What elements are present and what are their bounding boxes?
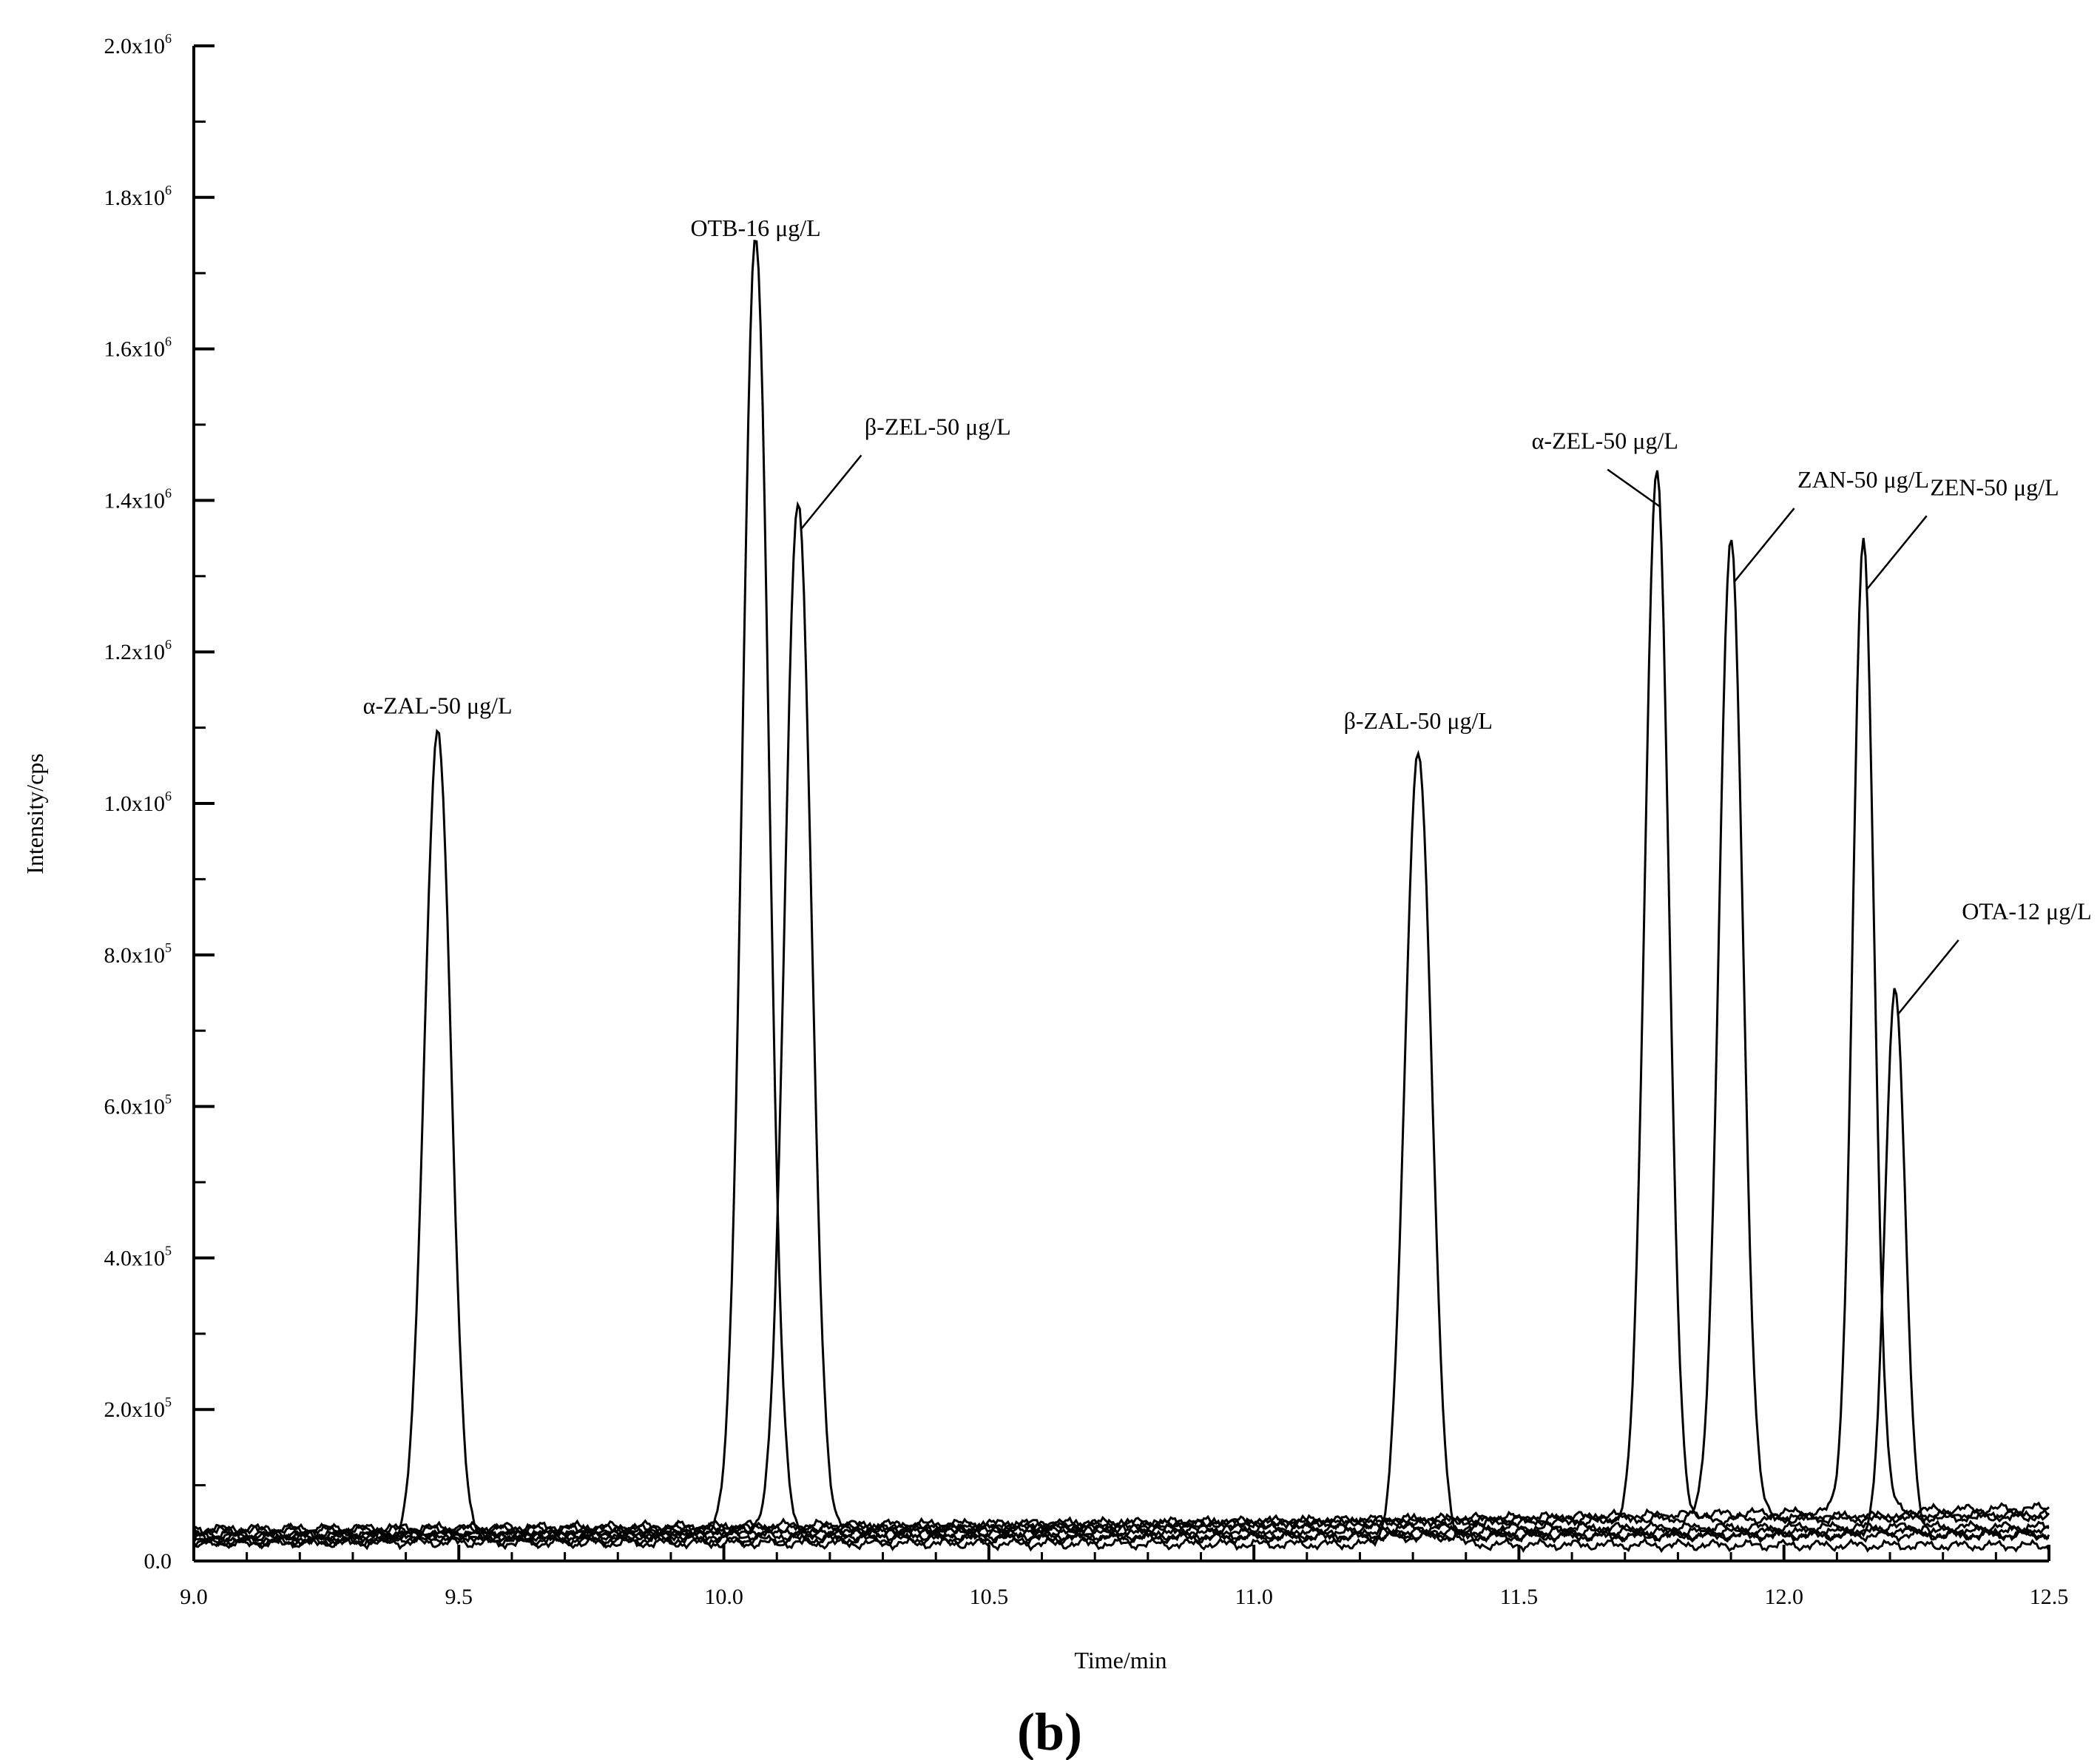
y-axis-label: Intensity/cps [21,753,48,874]
peak-label: ZAN-50 μg/L [1797,466,1929,493]
y-tick-label: 1.0x106 [104,789,172,816]
x-tick-label: 12.0 [1764,1585,1803,1609]
axis-ticks: 0.0 2.0x105 4.0x105 6.0x105 8.0x105 1.0x106 1.… [104,31,2069,1609]
y-tick-label: 1.4x106 [104,485,172,513]
peak-label: OTB-16 μg/L [690,215,820,241]
y-tick-exponent: 6 [165,183,172,198]
y-tick-label: 6.0x105 [104,1092,172,1119]
trace-line [192,539,2050,1537]
y-tick-label: 0.0 [144,1549,172,1574]
x-tick-label: 11.5 [1500,1585,1538,1609]
chromatogram-traces [192,240,2050,1554]
y-tick-label: 1.2x106 [104,637,172,664]
trace-line [192,501,2050,1538]
peak-label: OTA-12 μg/L [1962,898,2091,925]
y-tick-exponent: 6 [165,334,172,349]
x-tick-label: 10.5 [970,1585,1009,1609]
peak-label: β-ZEL-50 μg/L [865,413,1011,439]
trace-line [193,988,2050,1544]
y-tick-exponent: 5 [165,940,172,955]
y-tick-exponent: 6 [165,31,172,46]
x-tick-label: 11.0 [1235,1585,1272,1609]
trace-line [193,749,2050,1554]
y-tick-exponent: 6 [165,637,172,652]
x-tick-label: 9.0 [180,1585,208,1609]
y-tick-label: 1.6x106 [104,334,172,362]
peak-label: ZEN-50 μg/L [1930,473,2059,500]
peak-label: β-ZAL-50 μg/L [1344,707,1493,734]
y-tick-exponent: 5 [165,1243,172,1258]
y-tick-exponent: 5 [165,1395,172,1409]
y-tick-label: 4.0x105 [104,1243,172,1270]
y-tick-label: 2.0x106 [104,31,172,58]
y-tick-exponent: 6 [165,789,172,803]
panel-label: (b) [1017,1702,1082,1760]
peak-label: α-ZAL-50 μg/L [363,692,513,718]
peak-leader-line [1607,468,1661,508]
peak-leader-line [1733,508,1795,583]
y-tick-label: 8.0x105 [104,940,172,968]
y-tick-exponent: 6 [165,485,172,500]
trace-line [192,470,2050,1543]
x-axis-label: Time/min [1074,1647,1167,1673]
trace-line [192,729,2050,1549]
peak-label: α-ZEL-50 μg/L [1532,428,1678,454]
axes [192,46,2049,1562]
trace-line [192,538,2050,1548]
peak-labels: α-ZAL-50 μg/L OTB-16 μg/L β-ZEL-50 μg/L β-Z… [363,215,2092,1015]
x-tick-label: 10.0 [704,1585,743,1609]
trace-line [192,240,2050,1543]
y-tick-exponent: 5 [165,1092,172,1107]
peak-leader-line [800,454,862,530]
y-tick-label: 1.8x106 [104,183,172,210]
x-tick-label: 12.5 [2030,1585,2069,1609]
peak-leader-line [1866,515,1928,591]
peak-leader-line [1897,939,1959,1015]
y-tick-label: 2.0x105 [104,1395,172,1422]
x-tick-label: 9.5 [445,1585,473,1609]
